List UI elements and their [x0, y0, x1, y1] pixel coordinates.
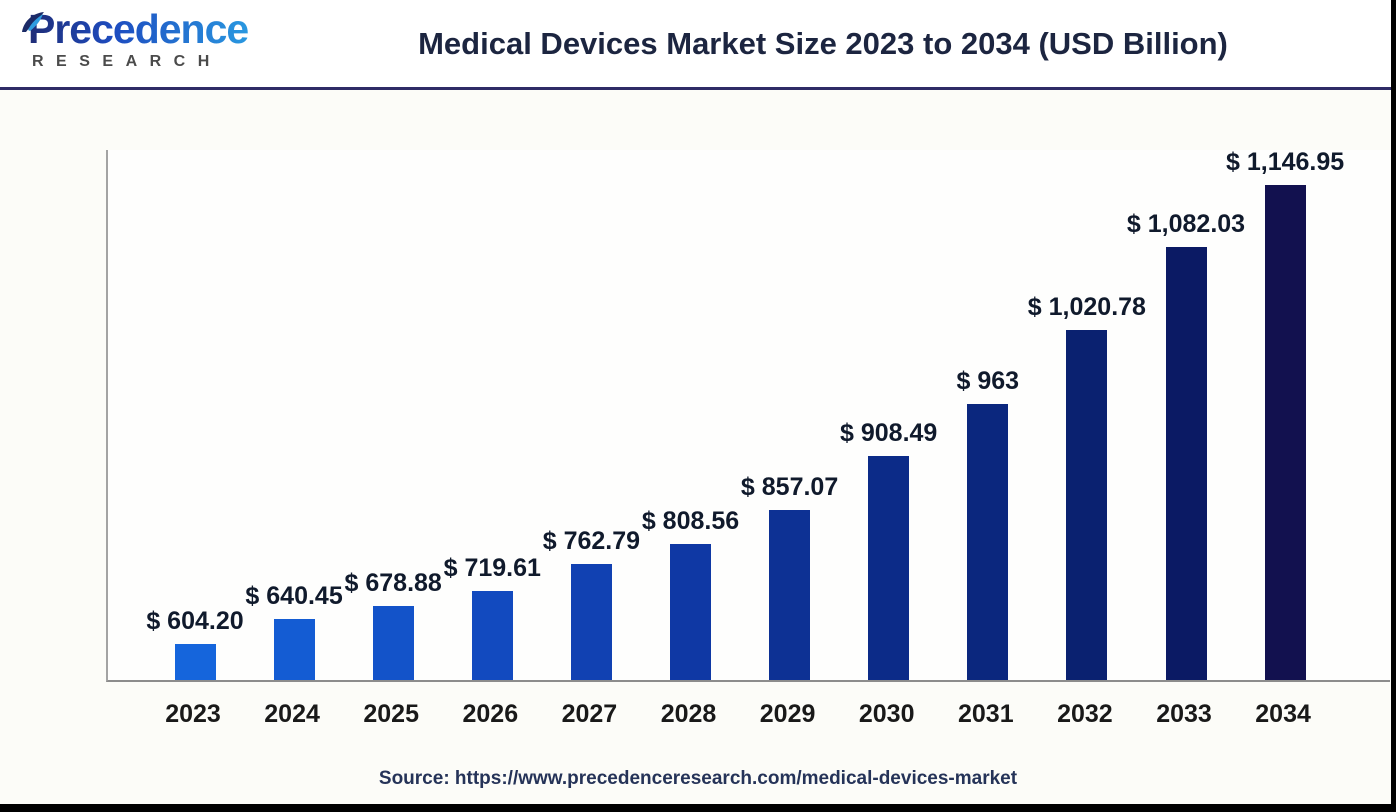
brand-name: Precedence: [14, 7, 264, 51]
value-label-2030: $ 908.49: [840, 419, 938, 447]
value-label-2025: $ 678.88: [344, 569, 442, 597]
year-label-2024: 2024: [264, 700, 320, 728]
value-label-2034: $ 1,146.95: [1226, 148, 1345, 176]
bar-2031: [967, 404, 1009, 680]
source-url[interactable]: Source: https://www.precedenceresearch.c…: [378, 768, 1018, 789]
value-label-2031: $ 963: [956, 367, 1020, 395]
value-label-2032: $ 1,020.78: [1027, 293, 1146, 321]
year-label-2027: 2027: [561, 700, 618, 728]
value-label-2023: $ 604.20: [146, 607, 244, 635]
year-label-2028: 2028: [660, 700, 717, 728]
leaf-icon: [22, 12, 44, 32]
bar-2033: [1165, 247, 1207, 680]
bar-2025: [372, 606, 414, 680]
bar-2034: [1264, 185, 1306, 680]
year-label-2030: 2030: [858, 700, 915, 728]
value-label-2024: $ 640.45: [245, 582, 343, 610]
year-label-2031: 2031: [957, 700, 1014, 728]
bar-2026: [471, 591, 513, 680]
brand-logo: Precedence RESEARCH: [14, 7, 264, 71]
value-label-2027: $ 762.79: [542, 527, 641, 555]
screen-edge-right: [1391, 0, 1396, 812]
bar-2024: [273, 619, 315, 680]
value-label-2029: $ 857.07: [740, 473, 839, 501]
screen-edge-bottom: [0, 804, 1396, 812]
bar-2023: [174, 644, 216, 680]
chart-title: Medical Devices Market Size 2023 to 2034…: [418, 26, 1228, 61]
brand-subtitle: RESEARCH: [32, 53, 222, 71]
year-label-2034: 2034: [1255, 700, 1311, 728]
header: Precedence RESEARCH Medical Devices Mark…: [0, 0, 1396, 90]
plot-area: $ 604.20 $ 640.45 $ 678.88 $ 719.61 $ 762.79…: [106, 148, 1390, 682]
year-label-2032: 2032: [1057, 700, 1113, 728]
value-label-2028: $ 808.56: [641, 507, 740, 535]
value-label-2026: $ 719.61: [443, 554, 541, 582]
bar-2030: [868, 456, 910, 680]
year-label-2023: 2023: [165, 700, 221, 728]
bar-2029: [769, 510, 811, 680]
year-label-2026: 2026: [462, 700, 519, 728]
year-label-2025: 2025: [363, 700, 419, 728]
bar-2032: [1066, 330, 1108, 680]
year-label-2033: 2033: [1156, 700, 1212, 728]
value-label-2033: $ 1,082.03: [1126, 210, 1246, 238]
bar-2028: [670, 544, 711, 680]
bar-2027: [570, 564, 612, 680]
year-label-2029: 2029: [759, 700, 816, 728]
